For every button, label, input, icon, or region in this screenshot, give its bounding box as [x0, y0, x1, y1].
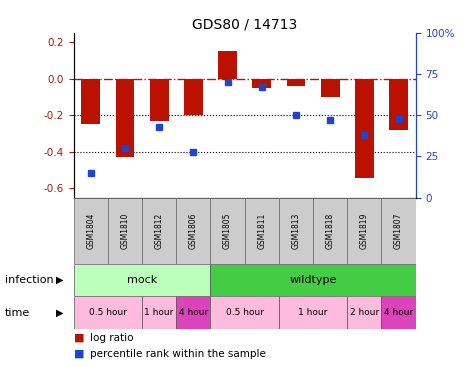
Text: ■: ■	[74, 333, 87, 343]
Bar	[74, 198, 108, 264]
Text: 0.5 hour: 0.5 hour	[226, 309, 264, 317]
Text: 1 hour: 1 hour	[298, 309, 328, 317]
Bar	[142, 296, 176, 329]
Bar	[279, 198, 313, 264]
Bar	[381, 198, 416, 264]
Bar	[150, 79, 169, 121]
Text: infection: infection	[5, 275, 53, 285]
Bar	[245, 198, 279, 264]
Bar	[218, 51, 237, 79]
Bar	[381, 296, 416, 329]
Text: GSM1805: GSM1805	[223, 212, 232, 249]
Bar	[355, 79, 374, 178]
Text: GSM1812: GSM1812	[155, 212, 163, 249]
Text: ▶: ▶	[56, 275, 64, 285]
Bar	[389, 79, 408, 130]
Bar	[286, 79, 305, 86]
Bar	[176, 198, 210, 264]
Text: GSM1806: GSM1806	[189, 212, 198, 249]
Bar	[74, 264, 210, 296]
Text: GSM1810: GSM1810	[121, 212, 129, 249]
Text: wildtype: wildtype	[289, 275, 337, 285]
Bar	[115, 79, 134, 157]
Text: time: time	[5, 308, 30, 318]
Bar	[252, 79, 271, 88]
Text: GSM1807: GSM1807	[394, 212, 403, 249]
Bar	[142, 198, 176, 264]
Text: GSM1804: GSM1804	[86, 212, 95, 249]
Bar	[279, 296, 347, 329]
Text: GSM1811: GSM1811	[257, 212, 266, 249]
Bar	[210, 296, 279, 329]
Bar	[313, 198, 347, 264]
Bar	[347, 296, 381, 329]
Text: ▶: ▶	[56, 308, 64, 318]
Text: log ratio: log ratio	[90, 333, 134, 343]
Text: GSM1813: GSM1813	[292, 212, 300, 249]
Text: GSM1818: GSM1818	[326, 212, 334, 249]
Bar	[108, 198, 142, 264]
Text: 4 hour: 4 hour	[179, 309, 208, 317]
Text: ■: ■	[74, 349, 87, 359]
Bar	[176, 296, 210, 329]
Text: GSM1819: GSM1819	[360, 212, 369, 249]
Bar	[81, 79, 100, 124]
Text: percentile rank within the sample: percentile rank within the sample	[90, 349, 266, 359]
Bar	[184, 79, 203, 115]
Bar	[321, 79, 340, 97]
Bar	[347, 198, 381, 264]
Text: 0.5 hour: 0.5 hour	[89, 309, 127, 317]
Text: 2 hour: 2 hour	[350, 309, 379, 317]
Text: 1 hour: 1 hour	[144, 309, 174, 317]
Bar	[74, 296, 142, 329]
Text: GDS80 / 14713: GDS80 / 14713	[192, 17, 297, 31]
Bar	[210, 198, 245, 264]
Bar	[210, 264, 416, 296]
Text: 4 hour: 4 hour	[384, 309, 413, 317]
Text: mock: mock	[127, 275, 157, 285]
